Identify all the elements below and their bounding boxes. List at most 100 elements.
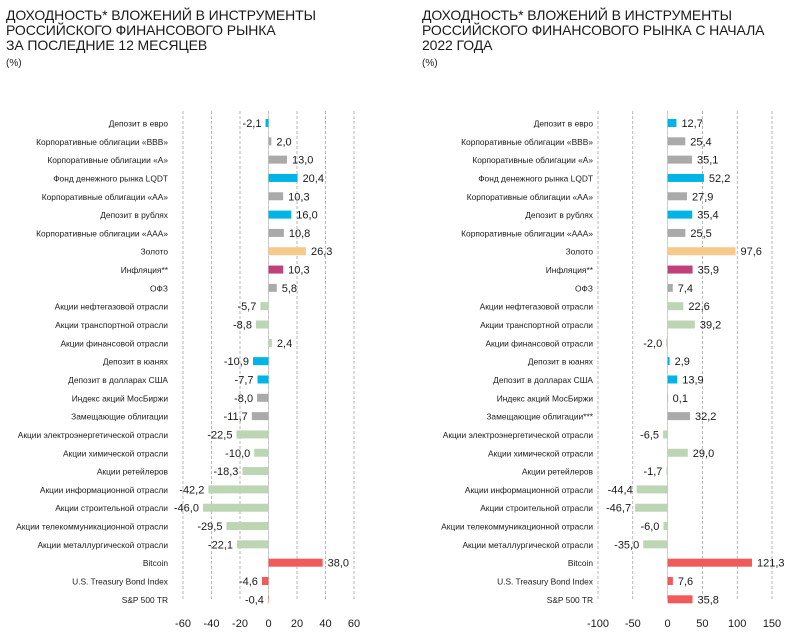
category-label: Акции химической отрасли [488, 448, 593, 458]
category-label: Депозит в рублях [525, 210, 594, 220]
bar [242, 467, 269, 476]
data-label: 35,9 [698, 265, 719, 277]
data-label: -10,9 [224, 356, 249, 368]
data-label: 52,2 [709, 173, 730, 185]
bar [268, 247, 306, 256]
category-label: Акции транспортной отрасли [480, 320, 593, 330]
bar-chart-since-2022: -100 -50 0 50 100 150 Депозит в евро 12,7 Корпор… [441, 111, 785, 630]
category-label: Акции телекоммуникационной отрасли [16, 522, 168, 532]
bar-chart-12-months: -60 -40 -20 0 20 40 60 Депозит в евро -2,1 Корпор… [16, 111, 360, 630]
bar [268, 558, 323, 567]
category-label: Акции транспортной отрасли [55, 320, 168, 330]
data-label: 39,2 [700, 320, 721, 332]
data-label: -10,0 [225, 448, 250, 460]
bar [667, 283, 673, 292]
bar [667, 247, 736, 256]
chart-panel-since-2022: ДОХОДНОСТЬ* ВЛОЖЕНИЙ В ИНСТРУМЕНТЫ РОССИ… [400, 0, 800, 637]
category-label: Корпоративные облигации «AA» [467, 192, 594, 202]
bar [667, 210, 693, 219]
bar [268, 283, 277, 292]
data-label: 7,4 [678, 283, 693, 295]
data-label: -1,7 [643, 466, 662, 478]
bar [667, 265, 693, 274]
data-label: 10,3 [288, 265, 309, 277]
category-label: Акции информационной отрасли [465, 485, 593, 495]
bar [252, 357, 269, 366]
bar [667, 155, 693, 164]
bar [643, 540, 668, 549]
data-label: 20,4 [303, 173, 324, 185]
data-label: -0,4 [245, 594, 264, 606]
bar [268, 338, 272, 347]
data-label: -2,0 [643, 338, 662, 350]
data-label: -2,1 [243, 118, 262, 130]
category-label: U.S. Treasury Bond Index [497, 577, 594, 587]
data-label: -22,5 [207, 429, 232, 441]
data-label: 2,4 [277, 338, 292, 350]
bar [268, 192, 284, 201]
data-label: -44,4 [608, 484, 633, 496]
x-tick-label: 50 [696, 618, 708, 630]
bar [267, 595, 269, 604]
data-label: 121,3 [757, 558, 785, 570]
data-label: 13,0 [292, 155, 313, 167]
data-label: 5,8 [282, 283, 297, 295]
bar [667, 577, 673, 585]
data-label: 2,0 [276, 136, 291, 148]
category-label: Депозит в долларах США [68, 375, 168, 385]
data-label: 2,9 [675, 356, 690, 368]
category-label: Акции ретейлеров [97, 467, 169, 477]
bar [208, 485, 269, 494]
data-label: 22,6 [688, 301, 709, 313]
category-label: Акции строительной отрасли [480, 503, 593, 513]
bar [268, 155, 288, 164]
category-label: Депозит в евро [109, 119, 169, 129]
bar [667, 192, 688, 201]
x-tick-label: -40 [204, 618, 220, 630]
data-label: -8,0 [234, 393, 253, 405]
bar [666, 467, 668, 476]
chart-unit: (%) [422, 58, 438, 69]
data-label: 27,9 [692, 191, 713, 203]
category-label: Корпоративные облигации «AA» [42, 192, 169, 202]
bar [663, 430, 668, 439]
bar [202, 503, 269, 512]
bar [226, 522, 269, 531]
bar [237, 540, 269, 549]
category-label: Депозит в евро [534, 119, 594, 129]
data-label: 25,4 [690, 136, 711, 148]
category-label: ОФЗ [575, 283, 593, 293]
x-tick-label: 0 [665, 618, 671, 630]
data-label: 35,1 [697, 155, 718, 167]
category-label: Фонд денежного рынка LQDT [53, 173, 168, 183]
bar [268, 265, 284, 274]
category-label: Акции электроэнергетической отрасли [18, 430, 169, 440]
category-label: Инфляция** [121, 265, 169, 275]
data-label: -5,7 [237, 301, 256, 313]
data-label: -29,5 [197, 521, 222, 533]
category-label: S&P 500 TR [122, 595, 168, 605]
x-tick-label: -50 [625, 618, 641, 630]
category-label: Акции телекоммуникационной отрасли [441, 522, 593, 532]
category-label: Корпоративные облигации «AAA» [461, 228, 593, 238]
chart-unit: (%) [6, 58, 22, 69]
bar [667, 412, 691, 421]
bar [667, 302, 684, 311]
bar [268, 137, 272, 146]
bar [268, 173, 298, 182]
bar [667, 320, 695, 329]
category-label: Депозит в долларах США [493, 375, 593, 385]
category-label: Фонд денежного рынка LQDT [478, 173, 593, 183]
x-tick-label: 40 [319, 618, 331, 630]
category-label: Акции финансовой отрасли [60, 338, 168, 348]
category-label: Замещающие облигации [71, 412, 168, 422]
x-tick-label: 100 [728, 618, 746, 630]
bar [254, 448, 269, 457]
data-label: 35,4 [697, 210, 718, 222]
bar [667, 595, 693, 604]
data-label: -22,1 [208, 539, 233, 551]
bar [636, 485, 668, 494]
category-label: Замещающие облигации*** [486, 412, 593, 422]
data-label: -7,7 [235, 374, 254, 386]
chart-panel-12-months: ДОХОДНОСТЬ* ВЛОЖЕНИЙ В ИНСТРУМЕНТЫ РОССИ… [6, 8, 360, 631]
